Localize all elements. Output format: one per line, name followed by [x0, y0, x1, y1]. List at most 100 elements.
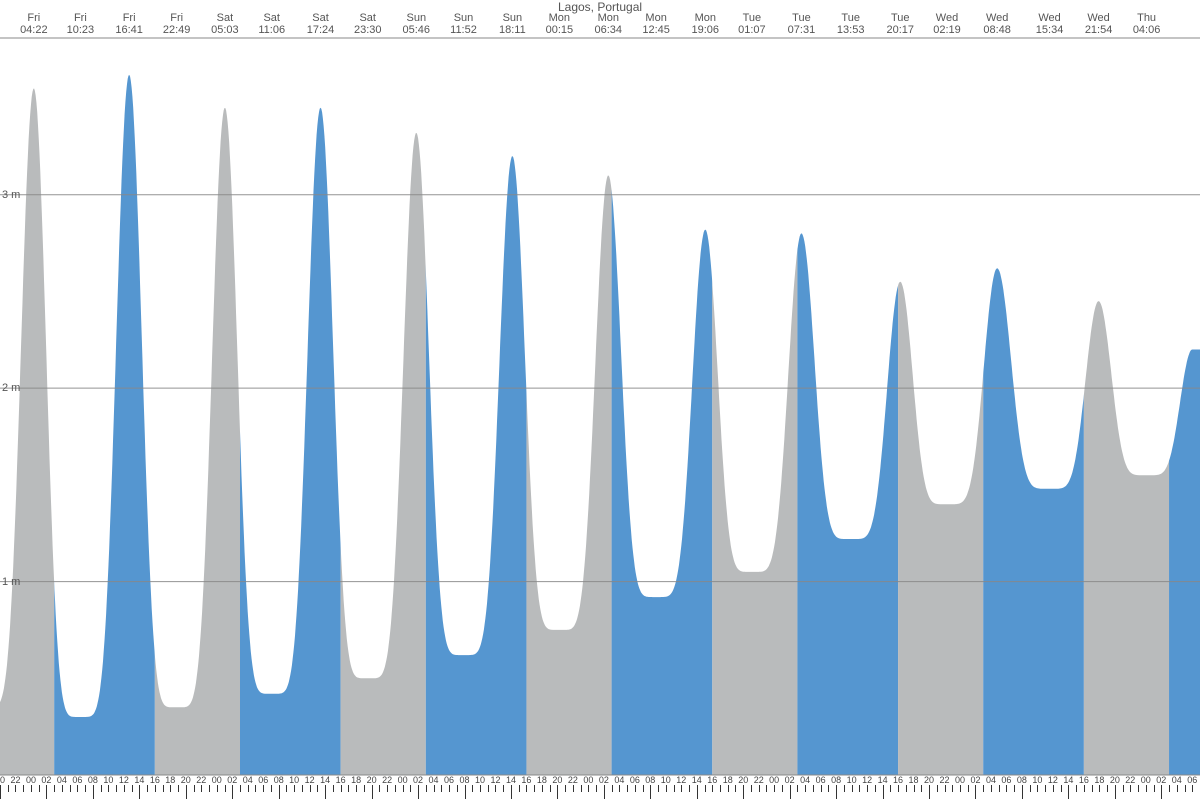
hour-tick-minor [503, 785, 504, 792]
hour-tick-minor [1006, 785, 1007, 792]
hour-tick-minor [441, 785, 442, 792]
hour-tick-minor [1099, 785, 1100, 792]
hour-tick-minor [658, 785, 659, 792]
hour-tick-minor [434, 785, 435, 792]
hour-tick-major [372, 785, 373, 799]
hour-label: 20 [181, 775, 191, 785]
hour-label: 06 [258, 775, 268, 785]
hour-label: 22 [10, 775, 20, 785]
hour-tick-minor [712, 785, 713, 792]
hour-label: 04 [614, 775, 624, 785]
hour-label: 08 [460, 775, 470, 785]
extreme-time-label: Sat11:06 [258, 12, 285, 36]
extreme-time-label: Mon12:45 [642, 12, 670, 36]
hour-label: 06 [816, 775, 826, 785]
hour-tick-major [0, 785, 1, 799]
hour-tick-minor [341, 785, 342, 792]
hour-tick-minor [356, 785, 357, 792]
extreme-time-label: Mon06:34 [595, 12, 623, 36]
hour-tick-minor [101, 785, 102, 792]
hour-tick-minor [387, 785, 388, 792]
hour-tick-minor [542, 785, 543, 792]
hour-tick-major [93, 785, 94, 799]
hour-tick-minor [147, 785, 148, 792]
hour-tick-minor [828, 785, 829, 792]
hour-label: 18 [909, 775, 919, 785]
hour-tick-minor [952, 785, 953, 792]
hour-tick-minor [240, 785, 241, 792]
hour-label: 20 [367, 775, 377, 785]
hour-tick-minor [1045, 785, 1046, 792]
hour-tick-minor [681, 785, 682, 792]
y-gridline-label: 3 m [2, 189, 20, 201]
extreme-time-label: Tue01:07 [738, 12, 766, 36]
hour-tick-minor [720, 785, 721, 792]
hour-tick-minor [937, 785, 938, 792]
hour-label: 18 [1094, 775, 1104, 785]
hour-tick-major [1115, 785, 1116, 799]
hour-tick-minor [8, 785, 9, 792]
hour-label: 12 [862, 775, 872, 785]
hour-tick-major [836, 785, 837, 799]
hour-tick-minor [39, 785, 40, 792]
extreme-time-label: Wed15:34 [1036, 12, 1064, 36]
hour-label: 12 [1048, 775, 1058, 785]
hour-tick-major [790, 785, 791, 799]
hour-label: 16 [150, 775, 160, 785]
hour-label: 20 [1110, 775, 1120, 785]
hour-label: 20 [924, 775, 934, 785]
extreme-time-label: Mon19:06 [692, 12, 720, 36]
hour-tick-minor [519, 785, 520, 792]
hour-label: 14 [134, 775, 144, 785]
hour-label: 06 [72, 775, 82, 785]
hour-tick-minor [797, 785, 798, 792]
hour-label: 04 [1172, 775, 1182, 785]
hour-label: 02 [41, 775, 51, 785]
hour-tick-minor [286, 785, 287, 792]
hour-label: 22 [940, 775, 950, 785]
hour-tick-minor [991, 785, 992, 792]
hour-tick-minor [155, 785, 156, 792]
hour-tick-major [139, 785, 140, 799]
hour-tick-minor [495, 785, 496, 792]
hour-tick-major [929, 785, 930, 799]
hour-label: 22 [754, 775, 764, 785]
hour-tick-minor [875, 785, 876, 792]
extreme-time-label: Sun18:11 [499, 12, 526, 36]
hour-label: 20 [552, 775, 562, 785]
hour-tick-minor [859, 785, 860, 792]
hour-tick-minor [395, 785, 396, 792]
hour-tick-minor [999, 785, 1000, 792]
extreme-time-label: Fri16:41 [115, 12, 143, 36]
hour-label: 02 [785, 775, 795, 785]
hour-tick-minor [705, 785, 706, 792]
hour-tick-minor [54, 785, 55, 792]
hour-label: 10 [103, 775, 113, 785]
extreme-time-label: Sat17:24 [307, 12, 335, 36]
hour-tick-minor [124, 785, 125, 792]
hour-tick-minor [534, 785, 535, 792]
hour-tick-minor [1154, 785, 1155, 792]
hour-tick-minor [23, 785, 24, 792]
hour-tick-minor [643, 785, 644, 792]
hour-tick-minor [426, 785, 427, 792]
hour-tick-major [1161, 785, 1162, 799]
hour-label: 18 [723, 775, 733, 785]
hour-tick-minor [248, 785, 249, 792]
hour-tick-minor [1123, 785, 1124, 792]
hour-label: 16 [521, 775, 531, 785]
hour-tick-minor [317, 785, 318, 792]
hour-tick-minor [449, 785, 450, 792]
extreme-time-label: Wed02:19 [933, 12, 961, 36]
hour-tick-major [465, 785, 466, 799]
extreme-time-label: Wed21:54 [1085, 12, 1113, 36]
hour-tick-minor [805, 785, 806, 792]
hour-tick-minor [759, 785, 760, 792]
hour-label: 04 [243, 775, 253, 785]
extreme-time-label: Wed08:48 [983, 12, 1011, 36]
hour-tick-minor [1107, 785, 1108, 792]
hour-tick-minor [472, 785, 473, 792]
hour-tick-minor [867, 785, 868, 792]
hour-tick-minor [1130, 785, 1131, 792]
hour-tick-major [557, 785, 558, 799]
